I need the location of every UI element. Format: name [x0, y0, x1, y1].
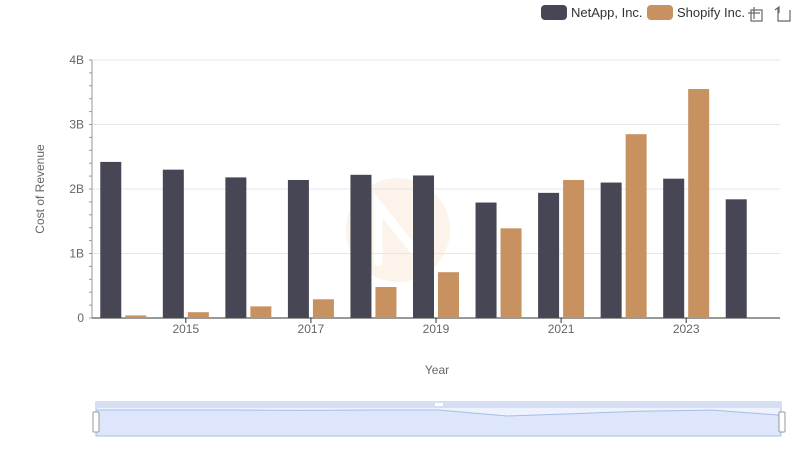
legend[interactable]: NetApp, Inc. Shopify Inc.	[541, 5, 745, 20]
bar-shopify[interactable]	[250, 306, 272, 318]
bar-netapp[interactable]	[663, 178, 685, 318]
y-tick-label: 0	[77, 311, 84, 325]
y-tick-label: 1B	[69, 247, 84, 261]
y-tick-label: 2B	[69, 182, 84, 196]
x-axis: 2015 2017 2019 2021 2023	[92, 317, 780, 336]
bar-shopify[interactable]	[563, 179, 585, 318]
bars[interactable]	[100, 89, 747, 319]
y-axis-title: Cost of Revenue	[33, 144, 47, 234]
zoom-top-grip[interactable]	[435, 403, 443, 406]
x-tick-label: 2021	[548, 322, 575, 336]
legend-label-shopify[interactable]: Shopify Inc.	[677, 5, 745, 20]
bar-shopify[interactable]	[500, 228, 522, 318]
bar-netapp[interactable]	[100, 161, 122, 318]
crosshair-zoom-icon[interactable]	[748, 7, 763, 22]
bar-netapp[interactable]	[725, 199, 747, 318]
bar-shopify[interactable]	[187, 312, 209, 318]
bar-netapp[interactable]	[538, 192, 560, 318]
bar-netapp[interactable]	[287, 179, 309, 318]
restore-icon[interactable]	[774, 5, 791, 22]
zoom-preview-area	[95, 409, 782, 437]
bar-shopify[interactable]	[125, 315, 147, 318]
bar-netapp[interactable]	[225, 177, 247, 318]
x-axis-title: Year	[425, 363, 449, 377]
zoom-handle-right[interactable]	[778, 411, 786, 433]
bar-shopify[interactable]	[375, 287, 397, 318]
x-tick-label: 2017	[298, 322, 325, 336]
legend-swatch-shopify[interactable]	[647, 5, 673, 20]
data-zoom-slider[interactable]	[92, 401, 786, 437]
legend-swatch-netapp[interactable]	[541, 5, 567, 20]
x-tick-label: 2019	[423, 322, 450, 336]
legend-label-netapp[interactable]: NetApp, Inc.	[571, 5, 643, 20]
bar-netapp[interactable]	[600, 182, 622, 318]
y-tick-label: 4B	[69, 53, 84, 67]
bar-shopify[interactable]	[438, 272, 459, 318]
y-axis: 0 1B 2B 3B 4B	[69, 53, 93, 325]
bar-netapp[interactable]	[162, 169, 184, 318]
bar-shopify[interactable]	[312, 299, 334, 318]
bar-shopify[interactable]	[625, 134, 647, 318]
x-tick-label: 2015	[172, 322, 199, 336]
bar-netapp[interactable]	[475, 202, 497, 318]
bar-netapp[interactable]	[350, 174, 372, 318]
y-tick-label: 3B	[69, 118, 84, 132]
zoom-handle-left[interactable]	[92, 411, 100, 433]
x-tick-label: 2023	[673, 322, 700, 336]
bar-shopify[interactable]	[688, 89, 710, 319]
bar-netapp[interactable]	[413, 175, 434, 318]
